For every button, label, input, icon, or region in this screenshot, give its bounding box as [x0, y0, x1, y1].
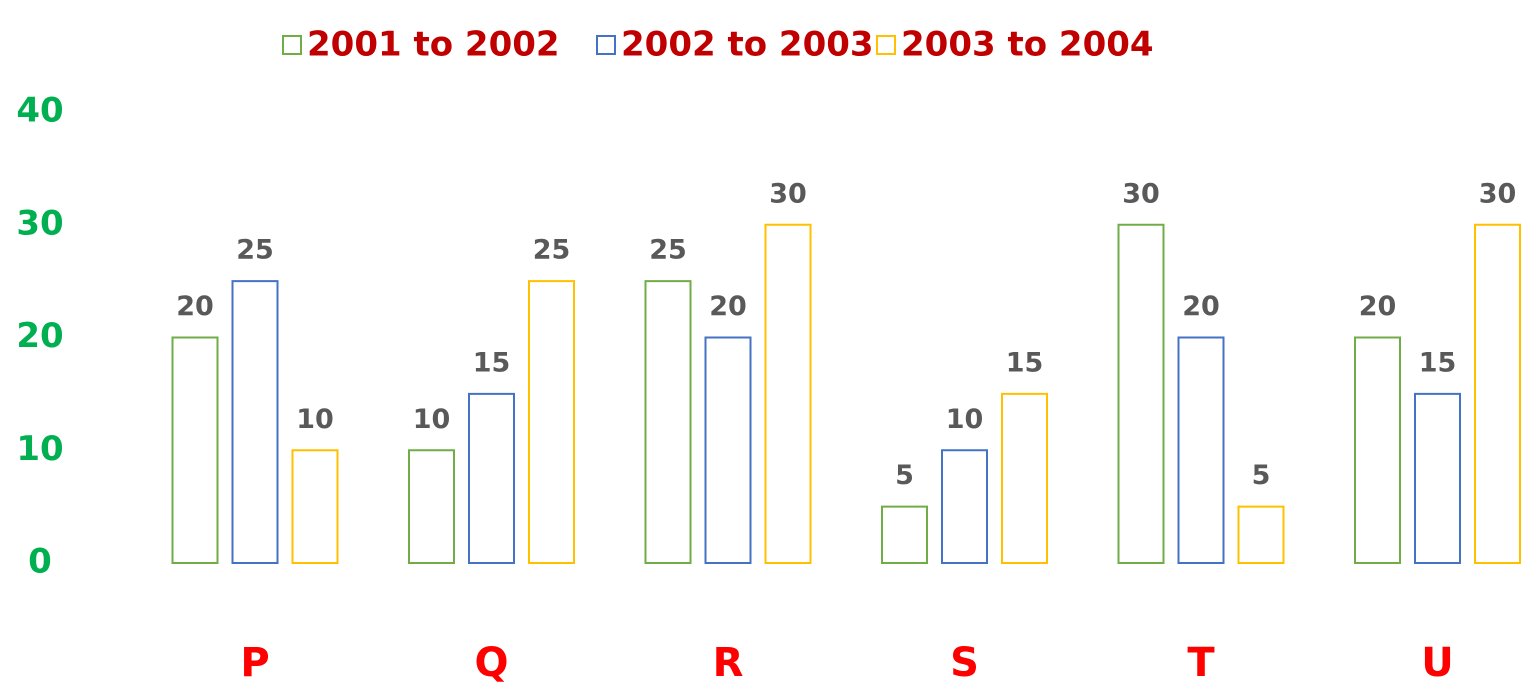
bar — [173, 338, 218, 564]
bar — [1415, 394, 1460, 563]
value-label: 30 — [769, 178, 807, 209]
bar — [1475, 225, 1520, 563]
value-label: 20 — [709, 291, 747, 322]
value-label: 5 — [1252, 460, 1271, 491]
value-label: 15 — [1419, 347, 1457, 378]
legend-swatch — [877, 36, 895, 54]
bar — [1179, 338, 1224, 564]
bar — [529, 281, 574, 563]
value-label: 25 — [533, 235, 571, 266]
bar — [706, 338, 751, 564]
bar — [1239, 507, 1284, 563]
value-label: 5 — [895, 460, 914, 491]
value-label: 20 — [1359, 291, 1397, 322]
value-label: 25 — [649, 235, 687, 266]
bar — [766, 225, 811, 563]
value-label: 20 — [176, 291, 214, 322]
bar — [293, 450, 338, 563]
value-label: 30 — [1122, 178, 1160, 209]
x-tick-label: T — [1187, 640, 1215, 686]
y-tick-label: 40 — [16, 91, 63, 131]
x-tick-label: S — [950, 640, 979, 686]
x-tick-label: U — [1421, 640, 1453, 686]
bar — [646, 281, 691, 563]
bar — [233, 281, 278, 563]
legend-swatch — [283, 36, 301, 54]
chart: 0 10 20 30 40 2001 to 2002 2002 to 2003 2003 to… — [0, 0, 1537, 691]
bar — [1355, 338, 1400, 564]
y-tick-label: 0 — [28, 542, 52, 582]
x-tick-label: P — [240, 640, 269, 686]
bar — [1119, 225, 1164, 563]
x-tick-label: Q — [474, 640, 508, 686]
bar — [1002, 394, 1047, 563]
value-label: 30 — [1479, 178, 1517, 209]
legend-swatch — [597, 36, 615, 54]
value-label: 20 — [1182, 291, 1220, 322]
y-tick-label: 30 — [16, 203, 63, 243]
bar — [882, 507, 927, 563]
bar — [469, 394, 514, 563]
value-label: 10 — [296, 404, 334, 435]
y-tick-label: 20 — [16, 316, 63, 356]
legend-label: 2002 to 2003 — [621, 25, 874, 65]
bar — [942, 450, 987, 563]
y-tick-label: 10 — [16, 429, 63, 469]
value-label: 10 — [946, 404, 984, 435]
legend-label: 2001 to 2002 — [307, 25, 560, 65]
legend-label: 2003 to 2004 — [901, 25, 1154, 65]
value-label: 10 — [413, 404, 451, 435]
value-label: 15 — [473, 347, 511, 378]
x-tick-label: R — [713, 640, 744, 686]
value-label: 15 — [1006, 347, 1044, 378]
value-label: 25 — [236, 235, 274, 266]
bar — [409, 450, 454, 563]
